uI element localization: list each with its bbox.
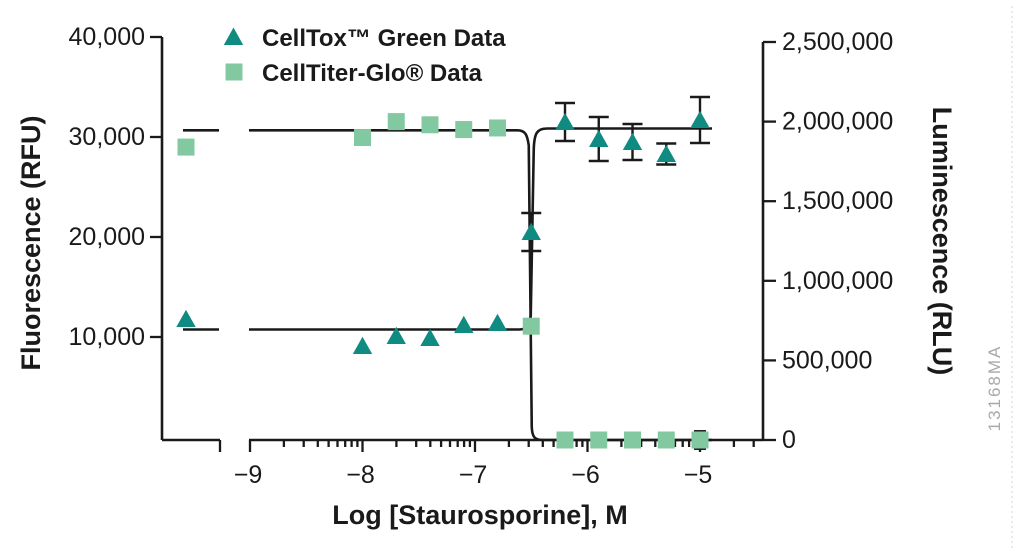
data-point-triangle (454, 315, 474, 333)
x-axis-tick-label: −8 (346, 461, 375, 489)
left-axis-tick-label: 40,000 (69, 23, 145, 51)
legend-label-celltiter-glo: CellTiter-Glo® Data (262, 60, 483, 87)
data-point-square (489, 119, 506, 137)
right-axis-tick-label: 500,000 (782, 346, 872, 374)
legend: CellTox™ Green Data CellTiter-Glo® Data (223, 25, 506, 87)
data-point-square (624, 431, 641, 449)
data-point-triangle (352, 336, 373, 354)
data-point-square (387, 113, 405, 131)
right-axis-tick-label: 2,500,000 (782, 28, 893, 56)
celltiter-glo-square-marker-icon (225, 63, 243, 81)
data-point-triangle (622, 132, 643, 150)
right-axis-tick-label: 1,000,000 (782, 267, 893, 295)
x-axis-tick-label: −6 (571, 461, 600, 489)
data-point-square (556, 431, 574, 449)
data-point-triangle (386, 326, 406, 344)
fit-curve-luminescence (183, 129, 712, 442)
data-point-square (177, 138, 195, 156)
data-point-triangle (420, 328, 440, 346)
data-point-square (691, 431, 709, 449)
x-axis-tick-label: −7 (459, 461, 488, 489)
data-point-triangle (555, 112, 575, 130)
left-axis-tick-label: 20,000 (69, 223, 145, 251)
x-axis-tick-label: −5 (684, 461, 713, 489)
right-axis-tick-label: 0 (782, 426, 796, 454)
right-axis-tick-label: 1,500,000 (782, 187, 893, 215)
celltox-triangle-marker-icon (223, 27, 244, 45)
left-axis-tick-label: 10,000 (69, 323, 145, 351)
data-point-square (590, 431, 608, 449)
legend-label-celltox: CellTox™ Green Data (262, 25, 506, 52)
data-point-square (522, 317, 540, 335)
data-point-square (421, 116, 439, 134)
right-axis-title: Luminescence (RLU) (927, 107, 957, 376)
data-point-triangle (656, 144, 676, 162)
left-axis-tick-label: 30,000 (69, 123, 145, 151)
watermark-text: 13168MA (985, 345, 1004, 432)
data-point-triangle (487, 313, 508, 331)
data-point-triangle (589, 129, 609, 147)
axis-frame (160, 37, 765, 442)
x-axis-tick-label: −9 (234, 461, 263, 489)
left-axis-title: Fluorescence (RFU) (16, 115, 46, 370)
x-axis-title: Log [Staurosporine], M (332, 500, 627, 530)
data-point-triangle (176, 309, 196, 327)
data-point-triangle (690, 110, 710, 128)
plot-area: 10,000 20,000 30,000 40,000 0 500,000 1,000,00… (69, 23, 894, 489)
data-point-triangle (521, 222, 541, 240)
data-point-square (657, 431, 675, 449)
right-axis-tick-label: 2,000,000 (782, 108, 893, 136)
data-point-square (455, 121, 473, 139)
data-point-square (354, 129, 371, 147)
